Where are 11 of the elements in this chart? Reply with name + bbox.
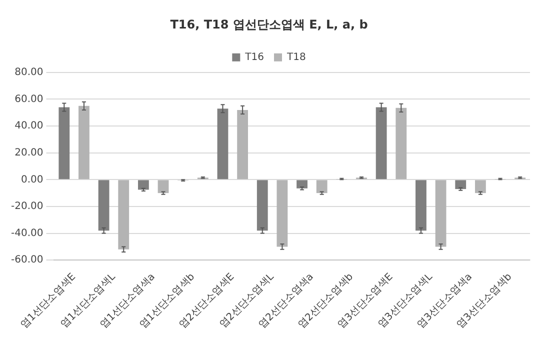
y-tick-label: -20.00 (10, 201, 44, 212)
y-tick-label: 40.00 (14, 120, 44, 132)
legend-label: T16 (244, 52, 264, 63)
y-tick-label: -40.00 (10, 228, 44, 239)
y-tick-label: 0.00 (20, 174, 44, 186)
y-tick-label: 20.00 (14, 147, 44, 158)
y-tick-label: 80.00 (14, 66, 44, 78)
legend-label: T18 (286, 52, 306, 63)
y-tick-label: -60.00 (10, 254, 44, 266)
chart-title: T16, T18 엽선단소엽색 E, L, a, b (170, 17, 368, 32)
y-tick-label: 60.00 (14, 94, 44, 105)
